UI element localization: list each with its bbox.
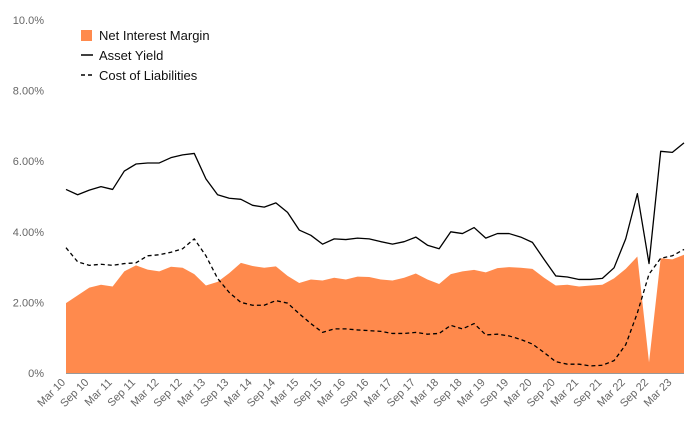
legend-label-asset-yield: Asset Yield — [99, 48, 163, 63]
series-line-cost-of-liabilities — [65, 238, 685, 367]
y-tick-label: 10.0% — [13, 15, 44, 27]
legend-label-cost-of-liabilities: Cost of Liabilities — [99, 68, 198, 83]
legend-item-net-interest-margin: Net Interest Margin — [81, 28, 210, 43]
legend-item-asset-yield: Asset Yield — [81, 48, 163, 63]
line-layer — [65, 142, 685, 367]
legend-item-cost-of-liabilities: Cost of Liabilities — [81, 68, 198, 83]
area-layer — [66, 254, 684, 373]
legend-label-net-interest-margin: Net Interest Margin — [99, 28, 210, 43]
y-axis: 0% 2.00% 4.00% 6.00% 8.00% 10.0% — [13, 15, 44, 380]
y-tick-label: 2.00% — [13, 297, 44, 309]
legend: Net Interest Margin Asset Yield Cost of … — [81, 28, 210, 83]
series-line-asset-yield — [65, 142, 685, 281]
legend-swatch-area — [81, 30, 92, 41]
y-tick-label: 8.00% — [13, 86, 44, 98]
y-tick-label: 4.00% — [13, 227, 44, 239]
y-tick-label: 0% — [28, 368, 44, 380]
y-tick-label: 6.00% — [13, 156, 44, 168]
series-area-net-interest-margin — [66, 254, 684, 373]
